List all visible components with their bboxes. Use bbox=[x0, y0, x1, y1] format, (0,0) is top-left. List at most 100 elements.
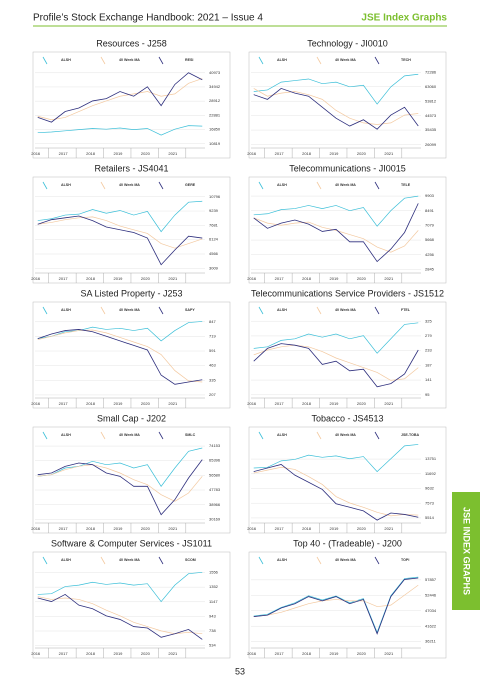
series-line bbox=[253, 195, 419, 227]
x-tick-label: 2017 bbox=[275, 401, 285, 406]
chart-title: Software & Computer Services - JS1011 bbox=[51, 538, 212, 548]
y-tick-label: 847 bbox=[209, 319, 216, 324]
legend-label: ALSH bbox=[277, 308, 287, 312]
x-tick-label: 2020 bbox=[357, 401, 367, 406]
legend-label: 40 Week MA bbox=[335, 183, 356, 187]
y-tick-label: 5514 bbox=[425, 515, 435, 520]
y-tick-label: 34942 bbox=[209, 84, 221, 89]
x-tick-label: 2016 bbox=[31, 526, 41, 531]
y-tick-label: 52446 bbox=[425, 592, 437, 597]
legend-swatch bbox=[158, 556, 164, 565]
x-tick-label: 2019 bbox=[114, 526, 124, 531]
y-tick-label: 3009 bbox=[209, 265, 219, 270]
y-tick-label: 41622 bbox=[425, 623, 437, 628]
page-number: 53 bbox=[235, 666, 245, 676]
x-tick-label: 2021 bbox=[384, 276, 394, 281]
legend-label: ALSH bbox=[61, 58, 71, 62]
legend-swatch bbox=[258, 181, 264, 190]
x-tick-label: 2019 bbox=[114, 151, 124, 156]
x-tick-label: 2020 bbox=[141, 526, 151, 531]
legend-label: ALSH bbox=[277, 433, 287, 437]
x-tick-label: 2018 bbox=[302, 276, 312, 281]
legend-label: TECH bbox=[401, 58, 411, 62]
x-tick-label: 2018 bbox=[86, 401, 96, 406]
chart-title: Small Cap - J202 bbox=[97, 413, 166, 423]
series-line bbox=[37, 72, 203, 123]
header-section: JSE Index Graphs bbox=[361, 13, 447, 24]
series-line bbox=[253, 463, 419, 521]
legend-swatch bbox=[100, 556, 106, 565]
legend-swatch bbox=[100, 181, 106, 190]
y-tick-label: 233 bbox=[425, 348, 432, 353]
legend-label: 40 Week MA bbox=[335, 58, 356, 62]
y-tick-label: 738 bbox=[209, 628, 216, 633]
legend-swatch bbox=[316, 181, 322, 190]
x-tick-label: 2021 bbox=[168, 526, 178, 531]
x-tick-label: 2016 bbox=[247, 651, 257, 656]
legend-label: ALSH bbox=[61, 308, 71, 312]
x-tick-label: 2017 bbox=[275, 526, 285, 531]
chart-frame bbox=[248, 176, 447, 284]
x-tick-label: 2021 bbox=[384, 526, 394, 531]
y-tick-label: 7079 bbox=[425, 222, 435, 227]
legend-label: SCOM bbox=[185, 558, 196, 562]
chart-title: Telecommunications Service Providers - J… bbox=[251, 288, 444, 298]
series-line bbox=[253, 344, 419, 381]
legend-swatch bbox=[316, 431, 322, 440]
legend-swatch bbox=[258, 56, 264, 65]
chart-frame bbox=[32, 301, 231, 409]
series-line bbox=[253, 73, 419, 105]
y-tick-label: 10819 bbox=[209, 141, 221, 146]
chart-title: Telecommunications - JI0015 bbox=[289, 163, 406, 173]
chart-title: Top 40 - (Tradeable) - J200 bbox=[293, 538, 402, 548]
y-tick-label: 10796 bbox=[209, 194, 221, 199]
y-tick-label: 943 bbox=[209, 613, 216, 618]
x-tick-label: 2016 bbox=[31, 276, 41, 281]
y-tick-label: 4566 bbox=[209, 251, 219, 256]
x-tick-label: 2021 bbox=[168, 151, 178, 156]
legend-label: TELE bbox=[401, 183, 411, 187]
legend-label: FTEL bbox=[401, 308, 411, 312]
x-tick-label: 2017 bbox=[275, 276, 285, 281]
x-tick-label: 2021 bbox=[384, 151, 394, 156]
chart-frame bbox=[32, 51, 231, 159]
x-tick-label: 2016 bbox=[31, 401, 41, 406]
series-line bbox=[253, 217, 419, 253]
x-tick-label: 2018 bbox=[302, 651, 312, 656]
x-tick-label: 2018 bbox=[302, 401, 312, 406]
legend-swatch bbox=[374, 556, 380, 565]
side-tab-label: JSE INDEX GRAPHS bbox=[462, 507, 472, 595]
x-tick-label: 2019 bbox=[330, 651, 340, 656]
legend-swatch bbox=[316, 306, 322, 315]
legend-label: TOPI bbox=[401, 558, 409, 562]
y-tick-label: 36211 bbox=[425, 639, 437, 644]
legend-label: 40 Week MA bbox=[335, 308, 356, 312]
series-line bbox=[253, 88, 419, 125]
x-tick-label: 2020 bbox=[357, 276, 367, 281]
y-tick-label: 6124 bbox=[209, 237, 219, 242]
chart-frame bbox=[32, 426, 231, 534]
series-line bbox=[37, 459, 203, 516]
series-line bbox=[37, 321, 203, 342]
legend-label: 40 Week MA bbox=[335, 558, 356, 562]
legend-label: GERE bbox=[185, 183, 196, 187]
side-tab bbox=[452, 492, 480, 610]
header-title: Profile’s Stock Exchange Handbook: 2021 … bbox=[33, 13, 263, 24]
series-line bbox=[37, 329, 203, 383]
x-tick-label: 2020 bbox=[141, 276, 151, 281]
y-tick-label: 65396 bbox=[209, 458, 221, 463]
x-tick-label: 2017 bbox=[59, 151, 69, 156]
x-tick-label: 2019 bbox=[114, 401, 124, 406]
chart-title: Tobacco - JS4513 bbox=[311, 413, 383, 423]
y-tick-label: 57857 bbox=[425, 577, 437, 582]
series-line bbox=[253, 466, 419, 517]
y-tick-label: 26099 bbox=[425, 142, 437, 147]
y-tick-label: 13751 bbox=[425, 456, 437, 461]
legend-label: 40 Week MA bbox=[119, 433, 140, 437]
x-tick-label: 2020 bbox=[357, 526, 367, 531]
y-tick-label: 1556 bbox=[209, 570, 219, 575]
legend-label: ALSH bbox=[61, 433, 71, 437]
x-tick-label: 2021 bbox=[168, 401, 178, 406]
y-tick-label: 95 bbox=[425, 392, 430, 397]
